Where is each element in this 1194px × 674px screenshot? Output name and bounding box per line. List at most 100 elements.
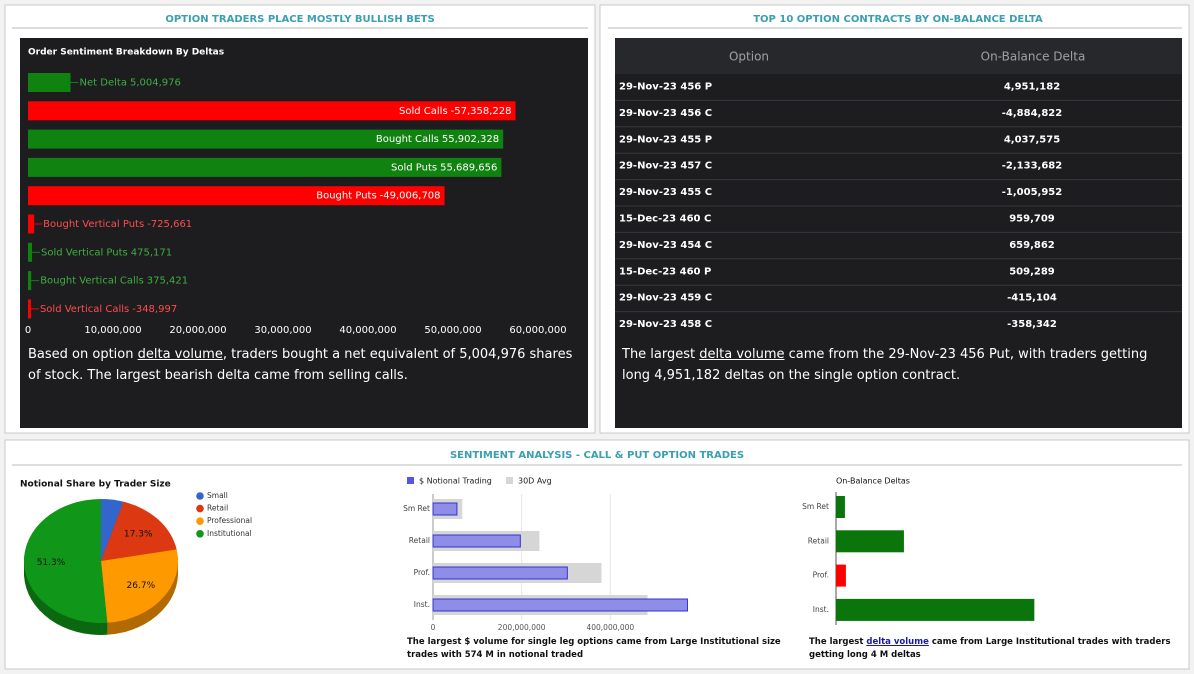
link[interactable]: delta volume (866, 637, 929, 647)
x-tick-label: 0 (431, 623, 436, 632)
cell: -1,005,952 (1002, 187, 1062, 198)
cell: 659,862 (1009, 240, 1055, 251)
table-header (615, 38, 1182, 74)
pie-slice (101, 499, 124, 561)
bar-label: Bought Vertical Puts -725,661 (43, 219, 192, 230)
x-tick-label: 50,000,000 (424, 325, 481, 336)
bar-label: Bought Calls 55,902,328 (376, 134, 499, 145)
link[interactable]: delta volume (699, 347, 785, 362)
cell: 29-Nov-23 456 C (619, 108, 712, 119)
bar-label: Bought Puts -49,006,708 (316, 191, 440, 202)
category: Bought Puts (316, 191, 376, 202)
x-tick-label: 10,000,000 (84, 325, 141, 336)
bar (28, 73, 71, 92)
cell: -2,133,682 (1002, 161, 1062, 172)
caption: The largest delta volume came from Large… (809, 636, 1181, 662)
legend-swatch (407, 477, 414, 484)
x-tick-label: 30,000,000 (254, 325, 311, 336)
y-tick-label: Prof. (813, 571, 829, 580)
value-label: -725,661 (147, 219, 192, 230)
bar (836, 598, 1035, 621)
category: Sold Puts (391, 162, 437, 173)
column-header: Option (729, 50, 769, 64)
bar (28, 214, 35, 234)
legend-label: Retail (207, 504, 228, 513)
category: Sold Vertical Calls (40, 304, 129, 315)
value-label: 375,421 (147, 276, 188, 287)
category: Sold Calls (399, 106, 448, 117)
y-tick-label: Prof. (414, 568, 430, 577)
text: came from Large Institutional trades wit… (809, 637, 1171, 660)
bar-label: Sold Calls -57,358,228 (399, 106, 512, 117)
value-label: -57,358,228 (451, 106, 512, 117)
text: The largest (622, 347, 700, 362)
panel (4, 439, 1190, 670)
legend-label: Small (207, 491, 228, 500)
y-tick-label: Inst. (813, 605, 829, 614)
category: Net Delta (80, 78, 127, 89)
cell: 29-Nov-23 455 P (619, 134, 712, 145)
chart-title: Notional Share by Trader Size (20, 480, 171, 490)
slice-label: 17.3% (124, 530, 153, 540)
legend-swatch (196, 517, 204, 525)
bar-label: Bought Vertical Calls 375,421 (40, 276, 188, 287)
value-label: -348,997 (132, 304, 177, 315)
y-tick-label: Retail (409, 536, 430, 545)
bar (28, 129, 504, 149)
cell: 29-Nov-23 459 C (619, 293, 712, 304)
y-tick-label: Retail (808, 536, 829, 545)
bar (28, 186, 445, 206)
cell: -4,884,822 (1002, 108, 1062, 119)
link[interactable]: delta volume (137, 347, 223, 362)
cell: -415,104 (1007, 293, 1057, 304)
legend-label: Institutional (207, 529, 252, 538)
cell: 15-Dec-23 460 P (619, 266, 711, 277)
legend-swatch (196, 530, 204, 538)
x-tick-label: 20,000,000 (169, 325, 226, 336)
bar (432, 566, 568, 580)
value-label: 475,171 (131, 247, 172, 258)
x-tick-label: 400,000,000 (586, 623, 634, 632)
cell: 509,289 (1009, 266, 1055, 277)
bar (28, 299, 31, 319)
legend-label: Professional (207, 516, 252, 525)
bar-label: Net Delta 5,004,976 (80, 78, 181, 89)
slice-label: 26.7% (127, 581, 156, 591)
column-header: On-Balance Delta (981, 50, 1086, 64)
value-label: 55,902,328 (442, 134, 499, 145)
cell: 29-Nov-23 456 P (619, 82, 712, 93)
legend-swatch (196, 492, 204, 500)
bar (836, 496, 845, 518)
x-tick-label: 200,000,000 (498, 623, 546, 632)
category: Bought Calls (376, 134, 439, 145)
x-tick-label: 40,000,000 (339, 325, 396, 336)
bar (432, 502, 458, 516)
panel-title: OPTION TRADERS PLACE MOSTLY BULLISH BETS (165, 14, 434, 25)
bar (432, 534, 521, 548)
text: The largest (809, 637, 867, 647)
chart-title: Order Sentiment Breakdown By Deltas (28, 48, 224, 58)
legend-swatch (196, 504, 204, 513)
value-label: -49,006,708 (380, 191, 441, 202)
pie-slice (101, 549, 178, 623)
cell: 29-Nov-23 458 C (619, 319, 712, 330)
pie-slice (101, 501, 177, 561)
legend-label: 30D Avg (518, 477, 552, 486)
category: Bought Vertical Calls (40, 276, 144, 287)
value-label: 55,689,656 (440, 162, 497, 173)
summary: Based on option delta volume, traders bo… (28, 344, 584, 386)
caption: The largest $ volume for single leg opti… (407, 637, 781, 660)
bar (28, 157, 502, 177)
bar (836, 564, 846, 587)
summary: The largest delta volume came from the 2… (622, 344, 1162, 386)
pie-slice (24, 499, 108, 623)
text: Based on option (28, 347, 138, 362)
category: Bought Vertical Puts (43, 219, 144, 230)
cell: 29-Nov-23 454 C (619, 240, 712, 251)
panel-title: TOP 10 OPTION CONTRACTS BY ON-BALANCE DE… (753, 14, 1043, 25)
x-tick-label: 0 (25, 325, 31, 336)
cell: 29-Nov-23 455 C (619, 187, 712, 198)
category: Sold Vertical Puts (41, 247, 128, 258)
